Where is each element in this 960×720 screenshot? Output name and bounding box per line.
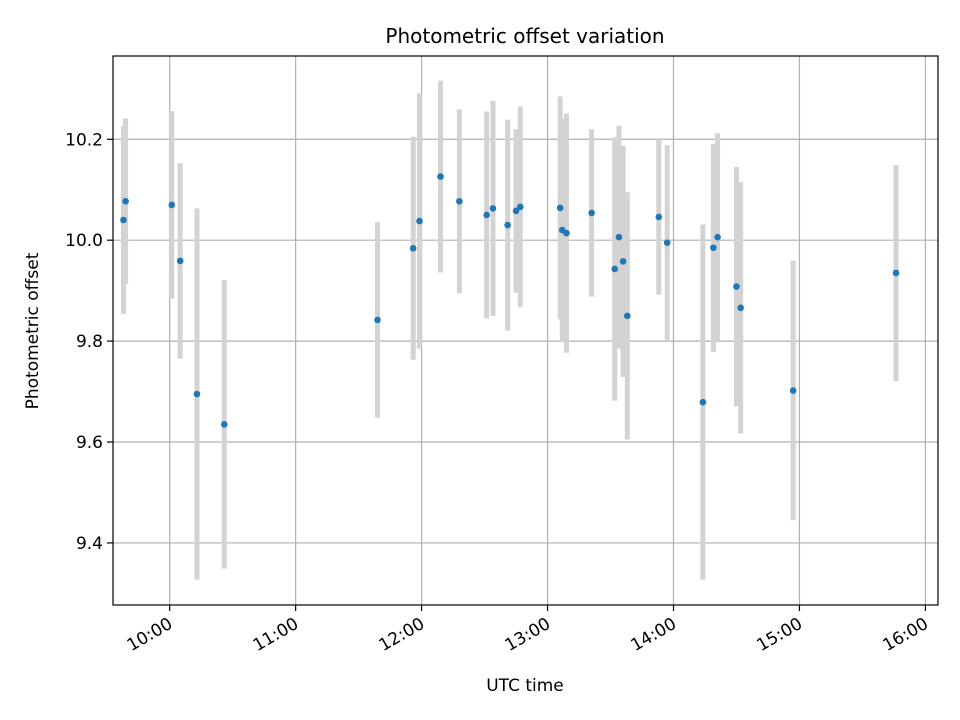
y-axis-label: Photometric offset [23, 252, 43, 409]
data-point [374, 316, 381, 324]
y-tick-label: 9.8 [76, 332, 103, 352]
data-point [416, 217, 423, 225]
data-point [176, 257, 184, 265]
data-point [615, 233, 623, 241]
data-point [168, 201, 176, 209]
data-point [193, 390, 201, 398]
data-point [789, 387, 797, 394]
data-point [663, 239, 671, 247]
data-point [122, 198, 129, 205]
data-point [483, 211, 490, 219]
data-point [699, 398, 707, 406]
data-point [120, 216, 127, 224]
y-tick-label: 10.0 [65, 231, 103, 251]
data-point [588, 209, 595, 217]
data-point [624, 312, 631, 320]
data-point [733, 283, 740, 290]
data-point [892, 269, 900, 277]
y-tick-label: 9.4 [76, 534, 103, 554]
data-point [556, 204, 564, 212]
y-axis-ticks: 9.4 9.6 9.8 10.0 10.2 [65, 130, 113, 554]
data-point [220, 421, 228, 428]
data-point [504, 221, 511, 229]
y-tick-label: 10.2 [65, 130, 103, 150]
data-points [120, 173, 900, 428]
y-tick-label: 9.6 [76, 433, 103, 453]
data-point [619, 258, 627, 265]
data-point [512, 207, 520, 215]
data-point [655, 213, 663, 221]
x-axis-label: UTC time [486, 676, 564, 696]
chart-title: Photometric offset variation [385, 24, 664, 48]
data-point [489, 205, 497, 212]
data-point [710, 244, 717, 252]
data-point [456, 198, 463, 205]
data-point [737, 304, 744, 312]
data-point [563, 229, 570, 237]
data-point [409, 244, 417, 252]
plot-frame [112, 55, 939, 606]
data-point [437, 173, 444, 180]
data-point [516, 203, 524, 211]
data-point [611, 265, 619, 273]
data-point [714, 233, 721, 241]
